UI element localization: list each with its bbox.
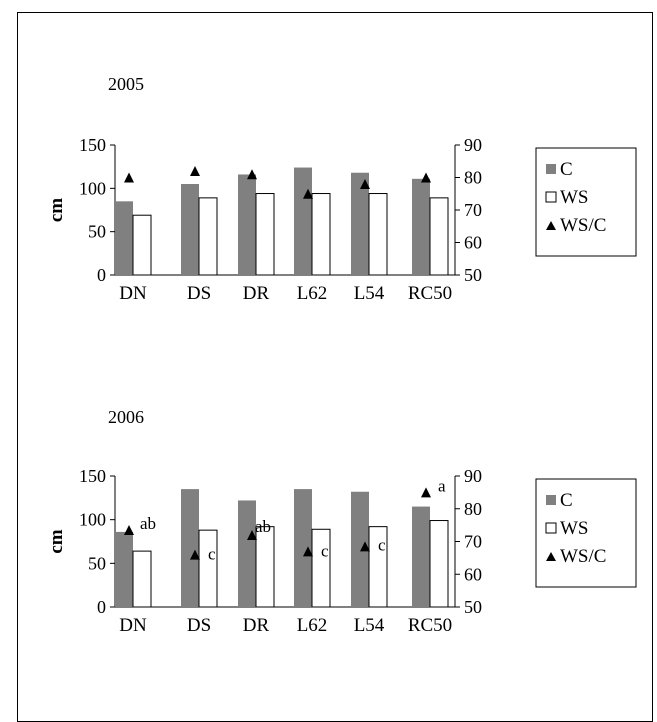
bar-WS bbox=[368, 526, 388, 608]
marker-WS-C bbox=[190, 549, 200, 560]
bar-WS bbox=[311, 193, 331, 276]
left-tick-label: 50 bbox=[88, 553, 106, 573]
right-tick-label: 90 bbox=[464, 466, 482, 486]
bar-C bbox=[238, 500, 256, 607]
right-tick-label: 70 bbox=[464, 532, 482, 552]
significance-label: c bbox=[321, 541, 329, 560]
bar-WS bbox=[311, 528, 331, 608]
bar-C bbox=[351, 491, 369, 607]
bar-WS bbox=[132, 214, 152, 276]
category-label: DS bbox=[187, 615, 211, 636]
marker-WS-C bbox=[303, 188, 313, 199]
category-label: L62 bbox=[297, 615, 328, 636]
legend-label: C bbox=[560, 490, 573, 511]
right-tick-label: 70 bbox=[464, 200, 482, 220]
category-label: DS bbox=[187, 283, 211, 304]
right-tick-label: 60 bbox=[464, 564, 482, 584]
legend-label: WS bbox=[560, 187, 589, 208]
legend-swatch bbox=[546, 164, 556, 174]
significance-label: ab bbox=[140, 514, 156, 533]
chart-1: 2006 0 50 100 150 cm 50 60 70 80 90 DN DS DR L62 L54 RC5… bbox=[46, 407, 637, 636]
legend-label: C bbox=[560, 159, 573, 180]
y-axis-label: cm bbox=[46, 529, 67, 553]
bar-WS bbox=[198, 197, 218, 276]
bar-C bbox=[412, 506, 430, 607]
bar-WS bbox=[429, 520, 449, 608]
left-tick-label: 100 bbox=[79, 178, 106, 198]
category-label: DR bbox=[243, 283, 270, 304]
significance-label: c bbox=[208, 545, 216, 564]
category-label: DN bbox=[119, 283, 147, 304]
bar-WS bbox=[132, 550, 152, 608]
marker-WS-C bbox=[360, 179, 370, 189]
category-label: RC50 bbox=[408, 283, 452, 304]
category-label: DR bbox=[243, 615, 270, 636]
bar-WS bbox=[255, 193, 275, 276]
category-label: L54 bbox=[354, 615, 385, 636]
bar-WS bbox=[368, 193, 388, 276]
right-tick-label: 90 bbox=[464, 135, 482, 155]
bar-C bbox=[181, 184, 199, 275]
bar-C bbox=[351, 172, 369, 275]
marker-WS-C bbox=[421, 487, 431, 498]
left-tick-label: 0 bbox=[97, 265, 106, 285]
right-tick-label: 80 bbox=[464, 168, 482, 188]
y-axis-label: cm bbox=[46, 198, 67, 222]
bar-C bbox=[238, 174, 256, 275]
chart-title: 2005 bbox=[108, 74, 144, 94]
bar-C bbox=[294, 167, 312, 275]
bar-WS bbox=[198, 529, 218, 608]
bar-C bbox=[181, 489, 199, 607]
bar-C bbox=[294, 489, 312, 607]
significance-label: a bbox=[438, 476, 446, 495]
marker-WS-C bbox=[190, 166, 200, 176]
right-tick-label: 50 bbox=[464, 265, 482, 285]
bar-C bbox=[115, 531, 133, 607]
legend-swatch bbox=[546, 552, 556, 561]
legend-swatch bbox=[546, 221, 556, 230]
marker-WS-C bbox=[421, 172, 431, 183]
left-tick-label: 150 bbox=[79, 466, 106, 486]
left-tick-label: 100 bbox=[79, 510, 106, 530]
legend-label: WS/C bbox=[560, 546, 606, 567]
left-tick-label: 50 bbox=[88, 222, 106, 242]
legend-swatch bbox=[545, 191, 557, 203]
significance-label: c bbox=[378, 535, 386, 554]
right-tick-label: 80 bbox=[464, 499, 482, 519]
marker-WS-C bbox=[247, 169, 257, 180]
category-label: L62 bbox=[297, 283, 328, 304]
chart-title: 2006 bbox=[108, 407, 144, 427]
bar-WS bbox=[429, 197, 449, 276]
category-label: L54 bbox=[354, 283, 385, 304]
legend-label: WS bbox=[560, 518, 589, 539]
significance-label: ab bbox=[255, 517, 271, 536]
category-label: DN bbox=[119, 615, 147, 636]
left-tick-label: 150 bbox=[79, 135, 106, 155]
chart-0: 2005 0 50 100 150 cm 50 60 70 80 90 DN DS DR L62 L54 RC5… bbox=[46, 74, 637, 304]
legend-swatch bbox=[545, 522, 557, 534]
right-tick-label: 60 bbox=[464, 233, 482, 253]
bar-C bbox=[412, 178, 430, 275]
marker-WS-C bbox=[247, 529, 257, 540]
category-label: RC50 bbox=[408, 615, 452, 636]
bar-WS bbox=[255, 526, 275, 608]
marker-WS-C bbox=[303, 546, 313, 557]
bar-C bbox=[115, 201, 133, 275]
right-tick-label: 50 bbox=[464, 597, 482, 617]
marker-WS-C bbox=[360, 541, 370, 552]
left-tick-label: 0 bbox=[97, 597, 106, 617]
legend-swatch bbox=[546, 495, 556, 505]
marker-WS-C bbox=[124, 172, 134, 183]
legend-label: WS/C bbox=[560, 215, 606, 236]
marker-WS-C bbox=[124, 525, 134, 536]
